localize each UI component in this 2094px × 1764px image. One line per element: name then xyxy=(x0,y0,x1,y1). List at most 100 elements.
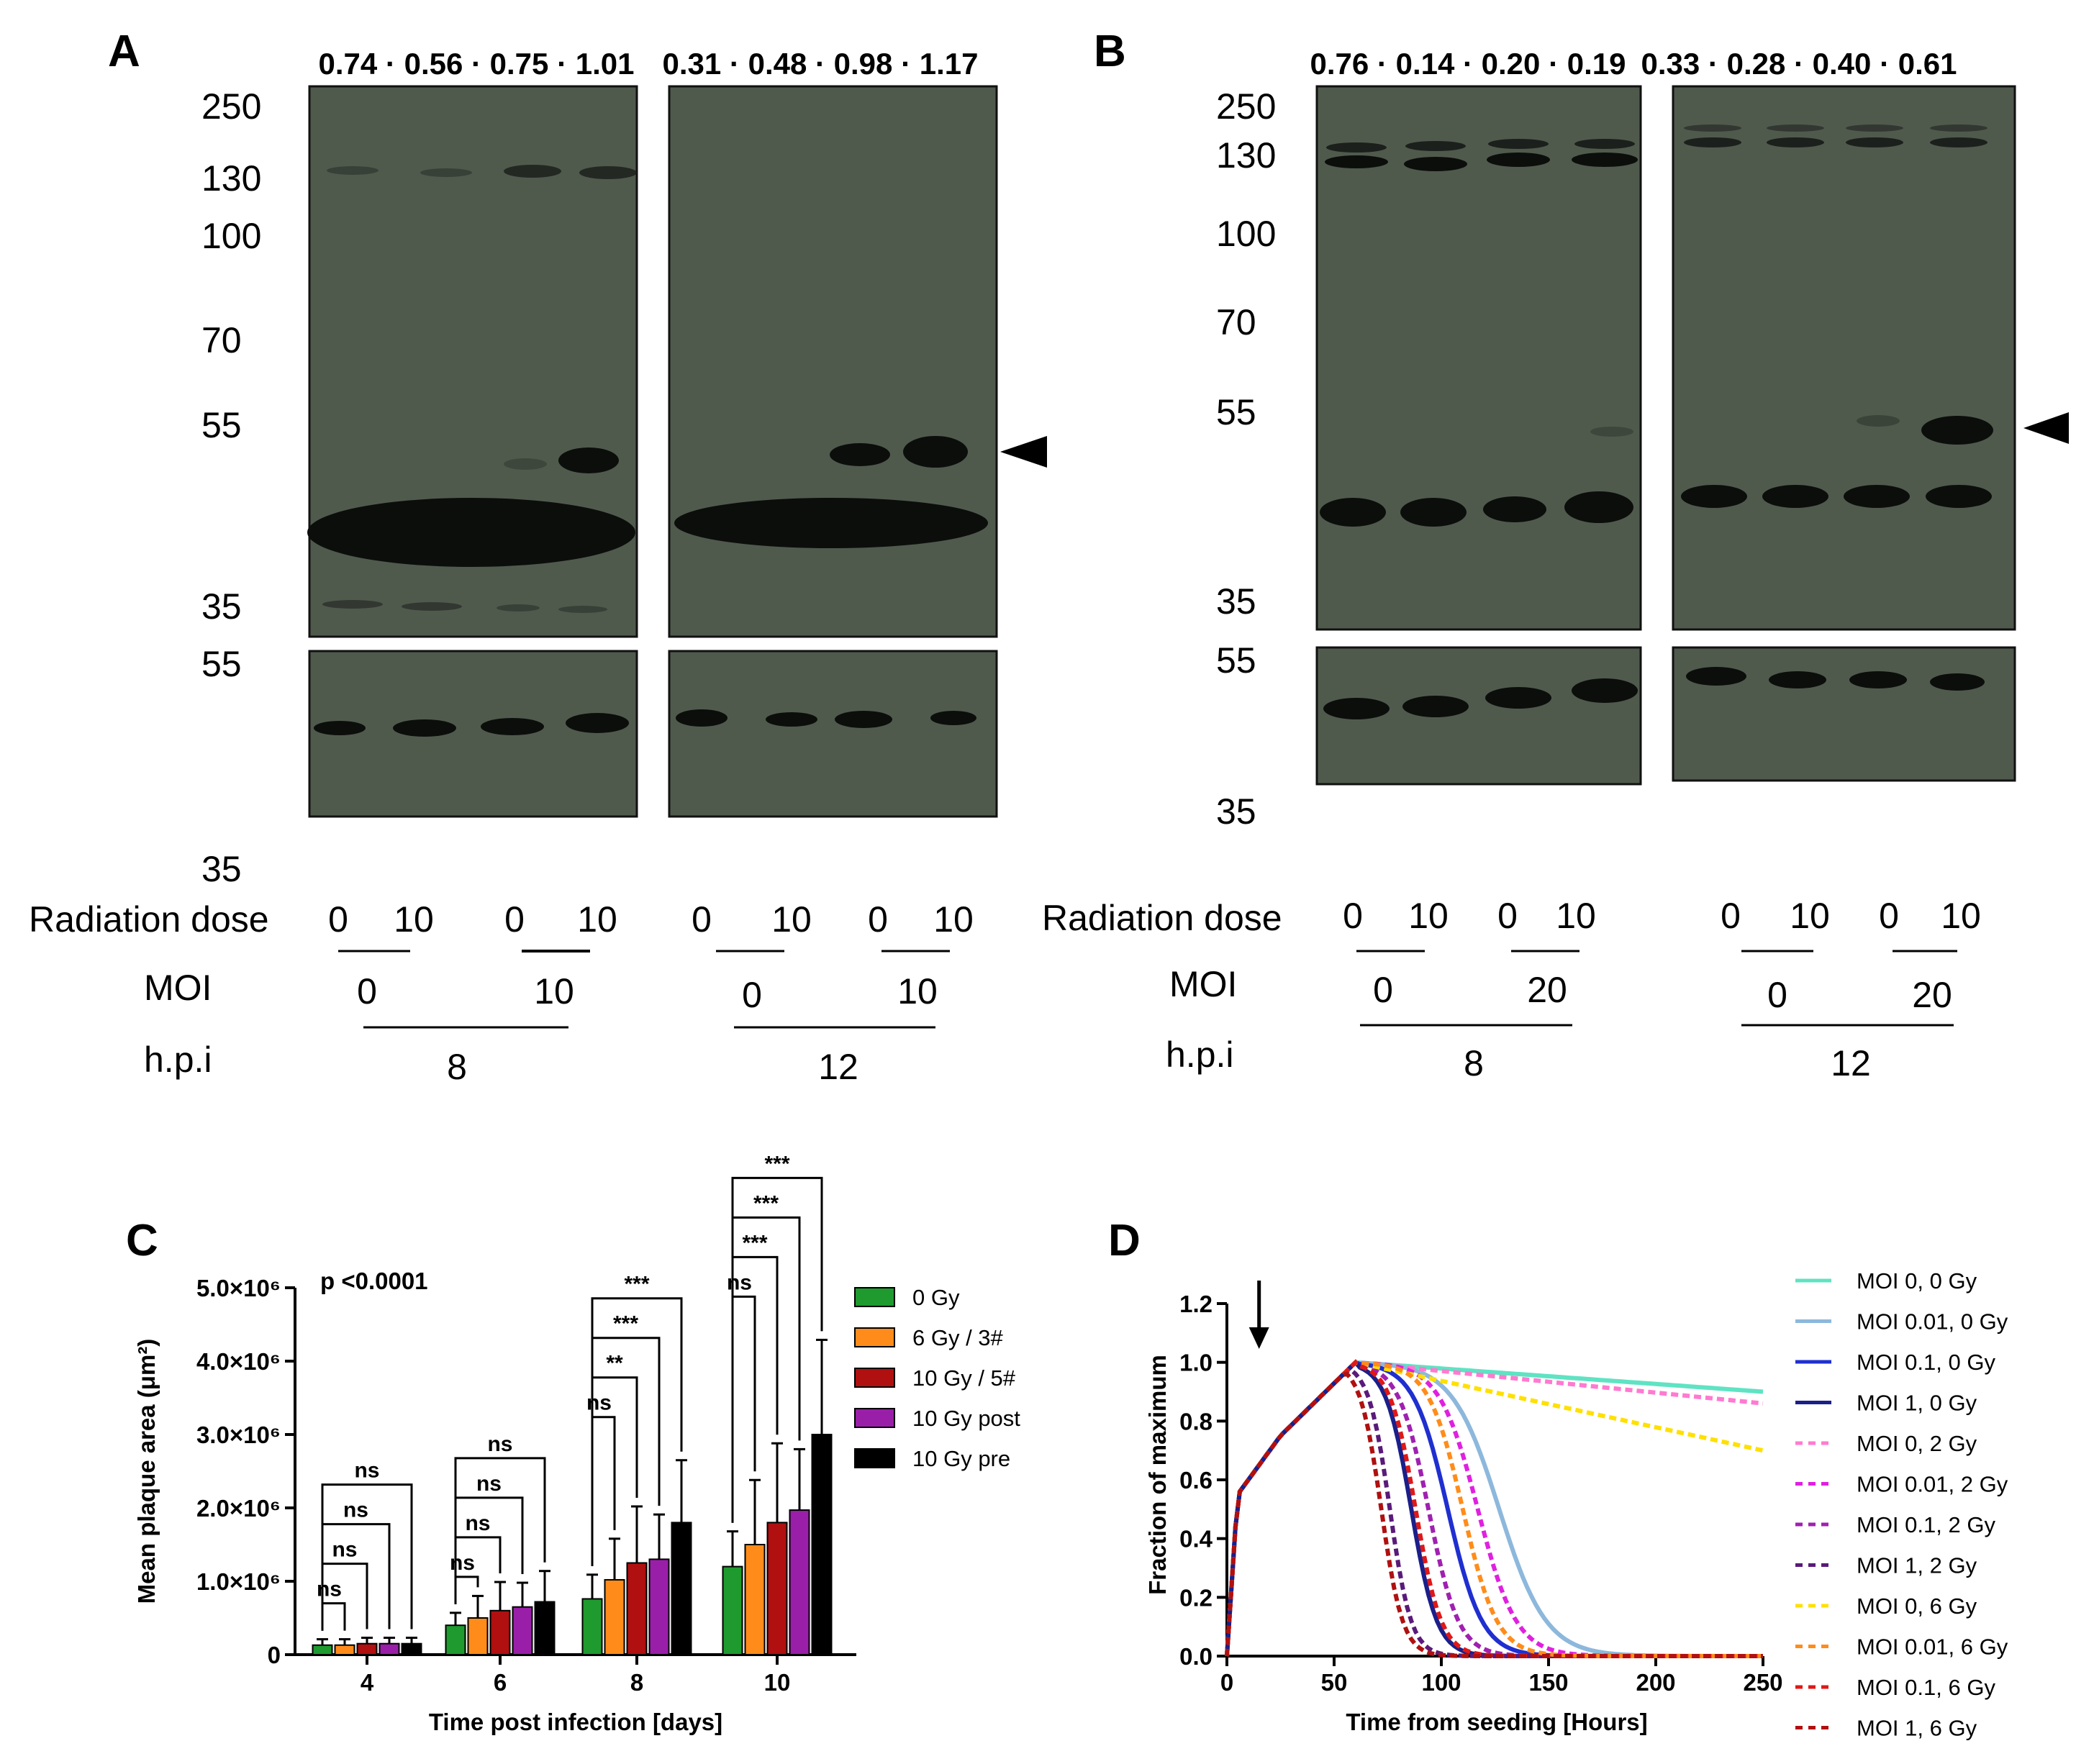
chart-d-legend-label: MOI 0.1, 2 Gy xyxy=(1857,1512,1995,1537)
chart-c-legend-label: 10 Gy pre xyxy=(912,1446,1010,1471)
chart-d-y-tick-label: 0.8 xyxy=(1179,1408,1213,1435)
panel-b-quant-left: 0.76 · 0.14 · 0.20 · 0.19 xyxy=(1310,47,1626,81)
panel-c-label: C xyxy=(126,1216,158,1265)
chart-d-y-tick-label: 0.4 xyxy=(1179,1526,1213,1552)
chart-c-bar xyxy=(379,1642,400,1655)
chart-c-y-tick-label: 1.0×10⁶ xyxy=(196,1568,281,1595)
panel-b-moi-3: 0 xyxy=(1767,975,1787,1015)
chart-d-x-tick-label: 50 xyxy=(1321,1669,1348,1696)
chart-d-plot: 0.0 0.2 0.4 0.6 0.8 1.0 1.2 0 50 100 150 200 250 Time… xyxy=(1144,1268,2008,1741)
panel-a-mw-250: 250 xyxy=(201,86,261,127)
panel-a-mw-70: 70 xyxy=(201,320,242,360)
chart-c-bar xyxy=(445,1624,466,1655)
panel-a-blot-right-top xyxy=(668,85,998,638)
panel-a-radiation-label: Radiation dose xyxy=(29,899,269,940)
panel-b-rad-4: 10 xyxy=(1556,896,1596,936)
chart-d-series-line xyxy=(1225,1360,1764,1657)
chart-d-x-tick-label: 100 xyxy=(1421,1669,1461,1696)
chart-c-x-tick-label: 10 xyxy=(764,1669,791,1696)
chart-c-significance-bracket xyxy=(591,1297,683,1566)
chart-d-series-line xyxy=(1225,1371,1763,1658)
chart-d-x-tick-label: 250 xyxy=(1743,1669,1782,1696)
chart-c-y-tick-label: 2.0×10⁶ xyxy=(196,1495,281,1522)
chart-c-significance-label: ns xyxy=(354,1459,379,1483)
panel-b-blot-left-top xyxy=(1315,85,1642,631)
chart-c-legend-label: 10 Gy post xyxy=(912,1406,1020,1431)
chart-c-significance-bracket xyxy=(731,1216,801,1523)
chart-c-bar xyxy=(512,1606,533,1655)
panel-b-mw-35: 35 xyxy=(1216,581,1256,622)
chart-c-significance-bracket xyxy=(454,1457,546,1604)
chart-c-legend-label: 6 Gy / 3# xyxy=(912,1325,1004,1350)
chart-c-bar xyxy=(334,1644,355,1655)
chart-d-arrow-icon xyxy=(1248,1327,1269,1349)
panel-a-rad-7: 0 xyxy=(868,899,888,940)
panel-a-moi-1: 0 xyxy=(357,971,377,1011)
chart-c-significance-bracket xyxy=(321,1483,413,1631)
panel-b-mw-250: 250 xyxy=(1216,86,1276,127)
panel-b-hpi-label: h.p.i xyxy=(1166,1035,1234,1075)
chart-c-significance-label: ns xyxy=(317,1578,342,1601)
panel-a-rad-8: 10 xyxy=(933,899,974,940)
chart-c-significance-bracket xyxy=(591,1337,661,1566)
chart-c-bar xyxy=(671,1522,692,1655)
chart-d-series-line xyxy=(1225,1360,1763,1658)
chart-d-legend-label: MOI 0, 0 Gy xyxy=(1857,1268,1977,1294)
chart-d-legend-label: MOI 0.01, 2 Gy xyxy=(1857,1472,2008,1497)
chart-d-series-line xyxy=(1225,1359,1763,1658)
panel-a-mw-130: 130 xyxy=(201,158,261,199)
chart-c-legend-swatch xyxy=(854,1448,895,1468)
chart-c-significance-label: ns xyxy=(450,1551,475,1575)
panel-b-quant-right: 0.33 · 0.28 · 0.40 · 0.61 xyxy=(1641,47,1957,81)
chart-c-bar xyxy=(489,1609,511,1656)
panel-a-arrowhead-icon xyxy=(1000,436,1047,468)
chart-c-bar xyxy=(581,1598,603,1655)
chart-c-significance-label: *** xyxy=(742,1231,767,1255)
chart-c-bar xyxy=(744,1544,766,1655)
panel-a-hpi-label: h.p.i xyxy=(144,1040,212,1080)
chart-c-significance-label: ns xyxy=(343,1499,368,1522)
chart-d-series-line xyxy=(1225,1359,1763,1658)
chart-d-y-tick-label: 1.0 xyxy=(1179,1350,1213,1376)
panel-a-rad-3: 0 xyxy=(504,899,525,940)
chart-c-bar xyxy=(722,1565,743,1656)
chart-c-bar xyxy=(467,1617,489,1655)
chart-c-significance-label: *** xyxy=(624,1273,649,1296)
chart-c-significance-label: ns xyxy=(465,1511,490,1535)
chart-c-significance-label: ns xyxy=(586,1391,612,1415)
chart-c-x-label: Time post infection [days] xyxy=(429,1709,722,1735)
chart-d-x-label: Time from seeding [Hours] xyxy=(1346,1709,1647,1735)
chart-d-legend-label: MOI 0.1, 0 Gy xyxy=(1857,1350,1995,1375)
panel-b-moi-4: 20 xyxy=(1912,975,1952,1015)
panel-b-arrowhead-icon xyxy=(2023,412,2069,444)
panel-b-moi-1: 0 xyxy=(1373,970,1393,1010)
chart-d-y-tick-label: 0.0 xyxy=(1179,1643,1213,1670)
panel-b-mw-bottom-35: 35 xyxy=(1216,791,1256,832)
chart-c-title: p <0.0001 xyxy=(320,1268,428,1294)
chart-c-y-tick-label: 4.0×10⁶ xyxy=(196,1348,281,1375)
panel-b-hpi-1: 8 xyxy=(1464,1043,1484,1083)
panel-a-mw-bottom-35: 35 xyxy=(201,849,242,889)
chart-d-y-tick-label: 0.2 xyxy=(1179,1584,1213,1611)
chart-c-bar xyxy=(811,1434,833,1655)
panel-b: B 0.76 · 0.14 · 0.20 · 0.19 0.33 · 0.28 … xyxy=(1042,27,2069,1083)
panel-a-moi-label: MOI xyxy=(144,968,212,1008)
chart-c-significance-label: ns xyxy=(332,1538,357,1562)
chart-c-x-tick-label: 6 xyxy=(494,1669,507,1696)
chart-d-legend-label: MOI 0, 2 Gy xyxy=(1857,1431,1977,1456)
chart-c-bar xyxy=(789,1509,810,1656)
panel-b-rad-2: 10 xyxy=(1408,896,1449,936)
chart-d-legend-label: MOI 1, 0 Gy xyxy=(1857,1391,1977,1416)
chart-c-significance-bracket xyxy=(591,1416,616,1566)
panel-a-moi-3: 0 xyxy=(742,975,762,1015)
panel-b-rad-3: 0 xyxy=(1497,896,1518,936)
chart-c-y-tick-label: 0 xyxy=(268,1642,281,1668)
panel-a-hpi-1: 8 xyxy=(447,1047,467,1087)
panel-a-mw-35: 35 xyxy=(201,586,242,627)
panel-d: D 0.0 0.2 0.4 0.6 0.8 1.0 1.2 0 50 100 150 200 250 Ti… xyxy=(1108,1216,2008,1741)
panel-b-rad-7: 0 xyxy=(1879,896,1899,936)
chart-c-legend-swatch xyxy=(854,1408,895,1428)
panel-a: A 0.74 · 0.56 · 0.75 · 1.01 0.31 · 0.48 … xyxy=(29,27,1047,1087)
panel-b-mw-130: 130 xyxy=(1216,135,1276,176)
chart-d-series-line xyxy=(1225,1360,1764,1657)
